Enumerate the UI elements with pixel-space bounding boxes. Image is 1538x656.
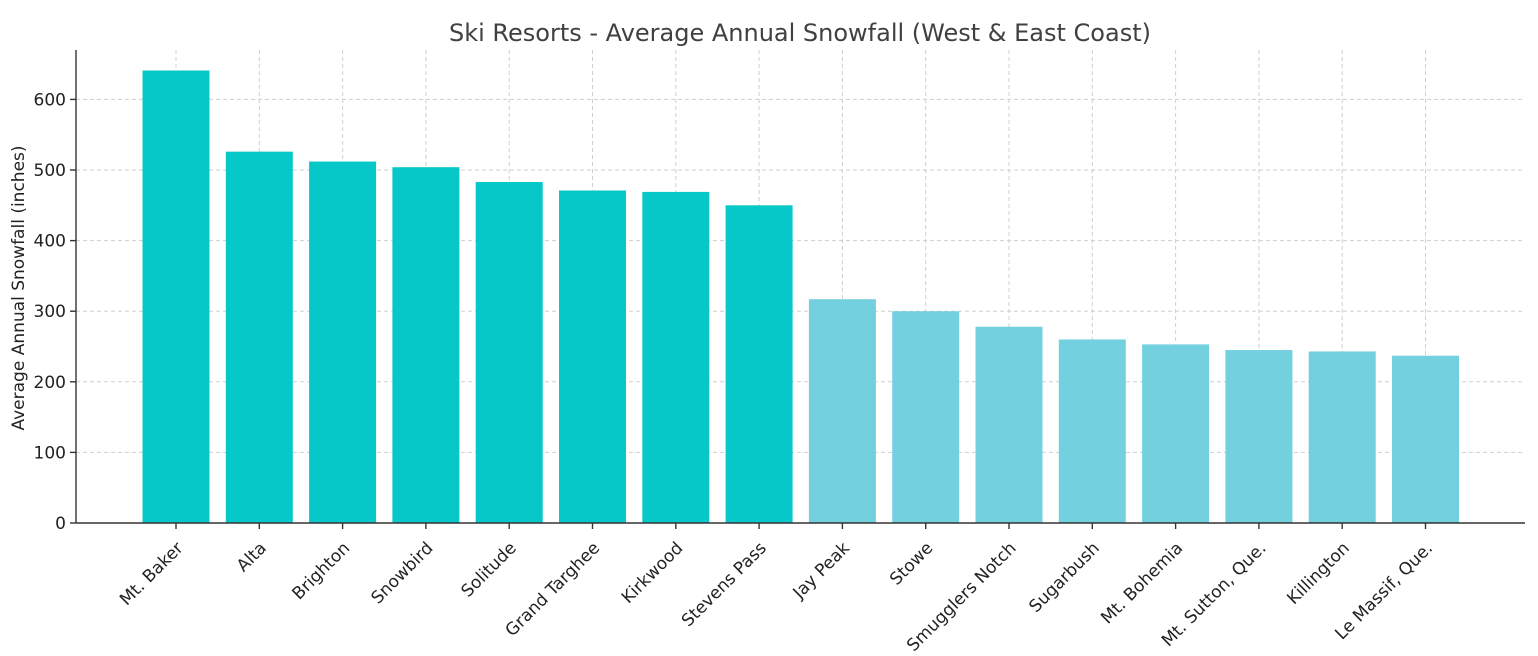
x-tick-label: Solitude bbox=[458, 538, 521, 601]
bar bbox=[309, 161, 377, 524]
bar bbox=[642, 191, 710, 523]
bar bbox=[392, 167, 460, 523]
x-tick-label: Brighton bbox=[289, 538, 355, 604]
bar bbox=[225, 151, 293, 523]
grid-lines bbox=[76, 50, 1525, 523]
y-tick-label: 300 bbox=[34, 302, 66, 322]
bar bbox=[559, 190, 626, 524]
y-axis-label: Average Annual Snowfall (inches) bbox=[9, 145, 29, 430]
x-tick-label: Kirkwood bbox=[618, 538, 687, 607]
x-tick-label: Mt. Bohemia bbox=[1097, 538, 1187, 628]
axes bbox=[75, 50, 1525, 524]
bar bbox=[975, 326, 1043, 523]
bar bbox=[1058, 339, 1126, 523]
bar bbox=[808, 299, 876, 523]
x-tick-label: Stowe bbox=[886, 538, 937, 589]
x-tick-label: Alta bbox=[233, 538, 271, 576]
y-tick-label: 0 bbox=[55, 514, 66, 534]
bar bbox=[892, 311, 960, 523]
bar bbox=[1392, 355, 1459, 523]
y-tick-label: 600 bbox=[34, 90, 66, 110]
x-tick-label: Sugarbush bbox=[1025, 538, 1103, 616]
bar bbox=[1225, 350, 1293, 523]
x-tick-label: Jay Peak bbox=[789, 538, 854, 603]
x-tick-label: Snowbird bbox=[368, 538, 438, 608]
bar bbox=[1142, 344, 1210, 523]
bar bbox=[142, 70, 210, 523]
x-ticks: Mt. Baker Alta Brighton Snowbird SolitudeGra… bbox=[116, 523, 1437, 656]
chart-title: Ski Resorts - Average Annual Snowfall (W… bbox=[449, 19, 1151, 47]
y-tick-label: 200 bbox=[34, 373, 66, 393]
bar bbox=[1308, 351, 1376, 523]
x-tick-label: Killington bbox=[1283, 538, 1353, 608]
bar bbox=[725, 205, 793, 524]
bar bbox=[475, 182, 543, 523]
y-tick-label: 500 bbox=[34, 161, 66, 181]
x-tick-label: Stevens Pass bbox=[678, 538, 771, 631]
y-tick-label: 400 bbox=[34, 232, 66, 252]
y-ticks: 0 100 200 300 400 500 600 bbox=[34, 90, 76, 534]
y-tick-label: 100 bbox=[34, 443, 66, 463]
x-tick-label: Mt. Baker bbox=[116, 538, 187, 609]
bars bbox=[142, 70, 1459, 524]
